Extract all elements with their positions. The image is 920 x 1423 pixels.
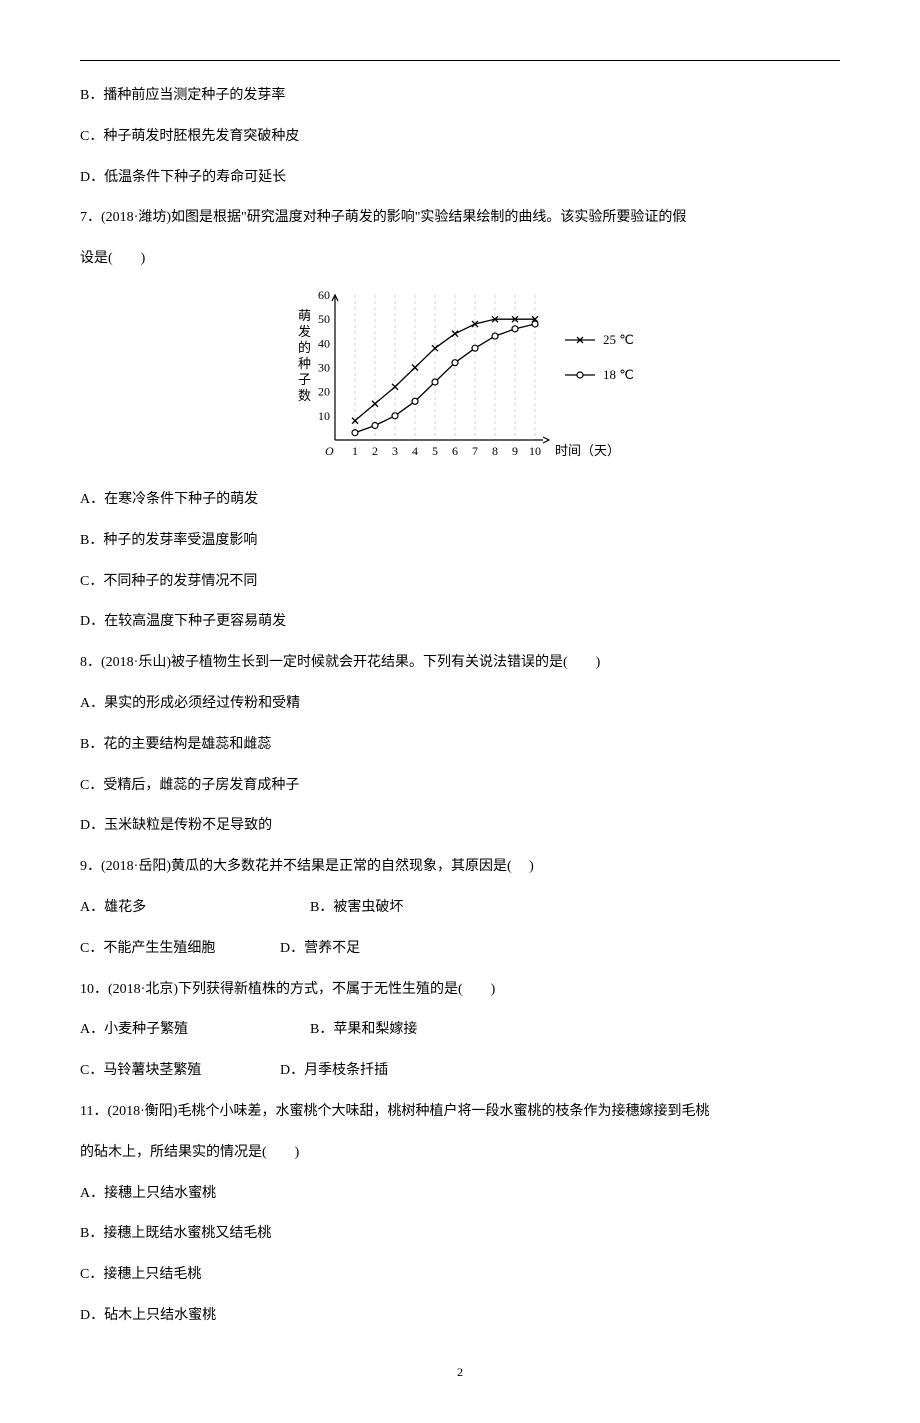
svg-text:3: 3 — [392, 444, 398, 458]
q9-row1: A．雄花多 B．被害虫破坏 — [80, 893, 840, 924]
svg-text:60: 60 — [318, 288, 330, 302]
q11-option-d: D．砧木上只结水蜜桃 — [80, 1301, 840, 1332]
q8-option-a: A．果实的形成必须经过传粉和受精 — [80, 689, 840, 720]
q7-option-d: D．在较高温度下种子更容易萌发 — [80, 607, 840, 638]
svg-text:萌: 萌 — [298, 308, 311, 323]
q7-stem-line2: 设是( ) — [80, 244, 840, 275]
svg-text:4: 4 — [412, 444, 418, 458]
q9-option-c: C．不能产生生殖细胞 — [80, 934, 280, 965]
q10-option-b: B．苹果和梨嫁接 — [310, 1015, 540, 1046]
top-rule — [80, 60, 840, 61]
germination-chart: 10 20 30 40 50 60 123456789 10 O 萌发的种子数时间（天） 25 ℃ 1… — [280, 285, 640, 475]
svg-text:10: 10 — [318, 409, 330, 423]
q8-option-d: D．玉米缺粒是传粉不足导致的 — [80, 811, 840, 842]
q7-option-c: C．不同种子的发芽情况不同 — [80, 567, 840, 598]
q10-option-a: A．小麦种子繁殖 — [80, 1015, 310, 1046]
q7-option-a: A．在寒冷条件下种子的萌发 — [80, 485, 840, 516]
svg-text:6: 6 — [452, 444, 458, 458]
q10-option-d: D．月季枝条扦插 — [280, 1056, 510, 1087]
q7-option-b: B．种子的发芽率受温度影响 — [80, 526, 840, 557]
prev-option-c: C．种子萌发时胚根先发育突破种皮 — [80, 122, 840, 153]
svg-text:40: 40 — [318, 336, 330, 350]
q8-stem: 8．(2018·乐山)被子植物生长到一定时候就会开花结果。下列有关说法错误的是(… — [80, 648, 840, 679]
svg-text:子: 子 — [298, 372, 311, 387]
svg-text:的: 的 — [298, 340, 311, 355]
q8-option-c: C．受精后，雌蕊的子房发育成种子 — [80, 771, 840, 802]
svg-text:O: O — [325, 444, 334, 458]
svg-text:25 ℃: 25 ℃ — [603, 332, 634, 347]
q9-row2: C．不能产生生殖细胞 D．营养不足 — [80, 934, 840, 965]
svg-text:数: 数 — [298, 388, 311, 403]
svg-text:时间（天）: 时间（天） — [555, 443, 620, 458]
svg-text:50: 50 — [318, 312, 330, 326]
svg-text:10: 10 — [529, 444, 541, 458]
q9-option-b: B．被害虫破坏 — [310, 893, 540, 924]
prev-option-d: D．低温条件下种子的寿命可延长 — [80, 163, 840, 194]
q9-option-a: A．雄花多 — [80, 893, 310, 924]
q10-row2: C．马铃薯块茎繁殖 D．月季枝条扦插 — [80, 1056, 840, 1087]
q11-option-b: B．接穗上既结水蜜桃又结毛桃 — [80, 1219, 840, 1250]
q11-option-a: A．接穗上只结水蜜桃 — [80, 1179, 840, 1210]
svg-text:18 ℃: 18 ℃ — [603, 367, 634, 382]
svg-text:9: 9 — [512, 444, 518, 458]
svg-text:5: 5 — [432, 444, 438, 458]
svg-text:8: 8 — [492, 444, 498, 458]
prev-option-b: B．播种前应当测定种子的发芽率 — [80, 81, 840, 112]
q11-stem-line2: 的砧木上，所结果实的情况是( ) — [80, 1138, 840, 1169]
svg-text:种: 种 — [298, 356, 311, 371]
page-number: 2 — [80, 1362, 840, 1384]
q10-row1: A．小麦种子繁殖 B．苹果和梨嫁接 — [80, 1015, 840, 1046]
svg-text:7: 7 — [472, 444, 478, 458]
svg-text:发: 发 — [298, 324, 311, 339]
svg-text:2: 2 — [372, 444, 378, 458]
q7-stem-line1: 7．(2018·潍坊)如图是根据"研究温度对种子萌发的影响"实验结果绘制的曲线。… — [80, 203, 840, 234]
svg-text:20: 20 — [318, 385, 330, 399]
chart-container: 10 20 30 40 50 60 123456789 10 O 萌发的种子数时间（天） 25 ℃ 1… — [80, 285, 840, 475]
svg-text:30: 30 — [318, 360, 330, 374]
svg-text:1: 1 — [352, 444, 358, 458]
q11-stem-line1: 11．(2018·衡阳)毛桃个小味差，水蜜桃个大味甜，桃树种植户将一段水蜜桃的枝… — [80, 1097, 840, 1128]
q10-option-c: C．马铃薯块茎繁殖 — [80, 1056, 280, 1087]
q8-option-b: B．花的主要结构是雄蕊和雌蕊 — [80, 730, 840, 761]
q10-stem: 10．(2018·北京)下列获得新植株的方式，不属于无性生殖的是( ) — [80, 975, 840, 1006]
q9-option-d: D．营养不足 — [280, 934, 510, 965]
q11-option-c: C．接穗上只结毛桃 — [80, 1260, 840, 1291]
q9-stem: 9．(2018·岳阳)黄瓜的大多数花并不结果是正常的自然现象，其原因是( ) — [80, 852, 840, 883]
